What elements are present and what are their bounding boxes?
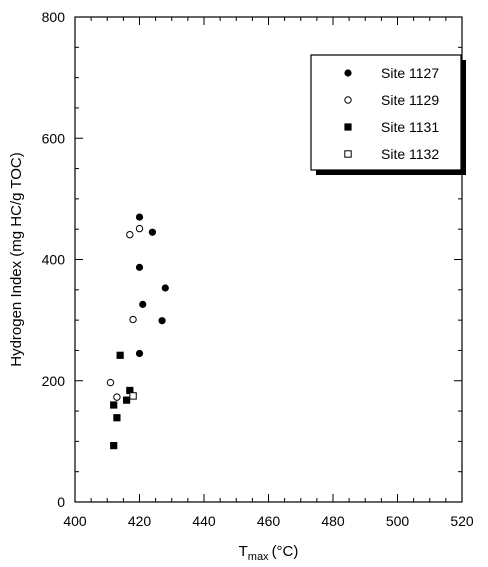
legend-marker (344, 150, 352, 158)
data-point (158, 317, 166, 325)
data-point (135, 213, 144, 221)
legend-label: Site 1131 (381, 119, 439, 135)
x-tick-label: 420 (128, 513, 152, 529)
series-site-1132 (129, 392, 137, 400)
legend-box (310, 54, 462, 171)
data-point (110, 442, 118, 450)
data-point (123, 396, 131, 404)
data-point (135, 349, 144, 358)
data-point (116, 351, 124, 359)
y-axis-label: Hydrogen Index (mg HC/g TOC) (8, 152, 25, 367)
x-axis-label-main: T (239, 543, 248, 560)
data-point (135, 224, 144, 233)
y-tick-label: 400 (42, 252, 66, 268)
x-tick-label: 440 (192, 513, 216, 529)
y-tick-label: 0 (57, 494, 65, 510)
data-point (110, 401, 118, 409)
data-point (129, 315, 137, 324)
x-tick-label: 520 (450, 513, 474, 529)
data-point (113, 393, 121, 401)
series-site-1129 (106, 224, 144, 401)
legend-label: Site 1129 (381, 92, 439, 108)
y-tick-label: 600 (42, 130, 66, 146)
series-site-1131 (110, 351, 134, 450)
x-axis-label: Tmax (°C) (239, 543, 299, 563)
data-point (135, 263, 144, 271)
data-point (126, 230, 134, 239)
y-tick-label: 800 (42, 9, 66, 25)
x-tick-label: 460 (257, 513, 281, 529)
y-tick-label: 200 (42, 373, 66, 389)
data-point (126, 386, 134, 395)
x-tick-label: 400 (63, 513, 87, 529)
x-tick-label: 500 (386, 513, 410, 529)
data-point (148, 228, 156, 236)
x-axis-label-subscript: max (248, 551, 269, 563)
data-point (113, 414, 121, 422)
legend-label: Site 1127 (381, 65, 439, 81)
legend-marker (344, 69, 352, 77)
legend-marker (344, 96, 352, 104)
x-tick-label: 480 (321, 513, 345, 529)
data-point (106, 378, 115, 387)
data-point (161, 284, 169, 292)
x-axis-label-unit: (°C) (272, 543, 299, 560)
legend-marker (344, 123, 352, 131)
legend-label: Site 1132 (381, 146, 439, 162)
series-site-1127 (135, 213, 169, 358)
data-point (129, 392, 137, 400)
data-point (139, 300, 147, 308)
